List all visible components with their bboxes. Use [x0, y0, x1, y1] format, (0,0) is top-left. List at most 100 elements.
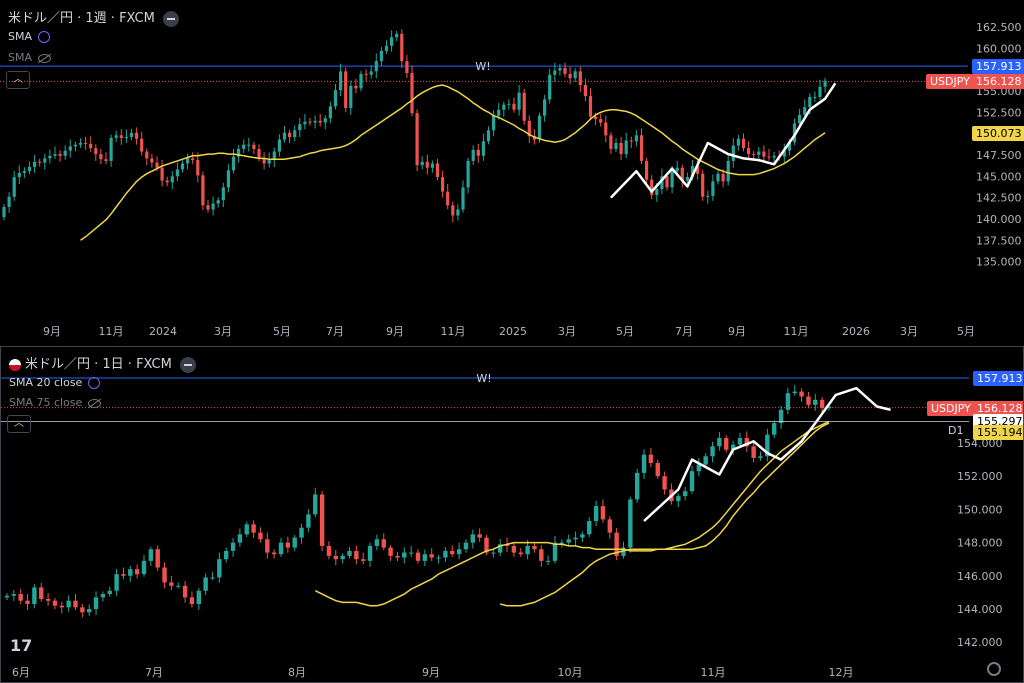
candle-body — [395, 555, 400, 558]
candle-body — [38, 161, 42, 163]
y-axis-tick-label: 146.000 — [957, 570, 1003, 583]
candle-body — [237, 534, 243, 543]
chart-settings-icon[interactable] — [987, 662, 1001, 676]
candle-body — [114, 574, 119, 591]
settings-icon[interactable] — [88, 377, 101, 389]
candle-body — [347, 550, 352, 556]
candle-body — [731, 145, 735, 161]
candle-body — [390, 37, 394, 46]
candle-body — [525, 545, 530, 555]
weekly-chart-canvas[interactable]: 162.500160.000157.500155.000152.500150.0… — [0, 0, 1024, 345]
y-axis-tick-label: 148.000 — [957, 537, 1003, 550]
weekly-chart-legend: 米ドル／円 · 1週 · FXCM — [8, 7, 179, 27]
candle-body — [568, 73, 572, 79]
candle-body — [176, 585, 181, 587]
candle-body — [425, 161, 429, 168]
candle-body — [135, 132, 139, 139]
candle-body — [446, 191, 450, 206]
collapse-legend-icon[interactable] — [179, 356, 196, 373]
candle-body — [823, 80, 827, 87]
weekly-chart-pane[interactable]: 162.500160.000157.500155.000152.500150.0… — [0, 0, 1024, 345]
daily-chart-canvas[interactable]: 154.000 152.000 150.000 148.000 146.000 144.0… — [1, 347, 1024, 683]
candle-body — [299, 527, 304, 538]
candle-body — [58, 154, 62, 156]
candle-body — [518, 552, 523, 555]
settings-icon[interactable] — [38, 31, 50, 43]
candle-body — [470, 534, 475, 543]
daily-chart-pane[interactable]: 154.000 152.000 150.000 148.000 146.000 144.0… — [0, 346, 1024, 683]
candle-body — [94, 148, 98, 155]
candle-body — [354, 85, 358, 89]
collapse-indicators-button[interactable]: ︿ — [7, 415, 31, 433]
indicator-sma75[interactable]: SMA 75 close — [9, 396, 102, 409]
candle-body — [548, 74, 552, 100]
candle-body — [379, 50, 383, 62]
candle-body — [155, 162, 159, 168]
y-axis-tick-label: 152.000 — [957, 470, 1003, 483]
zigzag-drawing — [643, 386, 891, 522]
candle-body — [730, 444, 736, 450]
candle-body — [405, 61, 409, 74]
candle-body — [128, 569, 133, 576]
indicator-sma75-label: SMA 75 close — [9, 396, 83, 409]
indicator-sma20[interactable]: SMA 20 close — [9, 376, 101, 389]
candle-body — [639, 135, 644, 161]
sma-value-tag: 150.073 — [972, 126, 1024, 141]
candle-body — [303, 121, 307, 125]
candle-body — [68, 146, 72, 151]
candle-body — [285, 542, 291, 548]
candle-body — [326, 545, 332, 556]
candle-body — [767, 156, 771, 158]
candle-body — [162, 567, 167, 583]
collapse-indicators-button[interactable]: ︿ — [6, 71, 30, 89]
x-axis-tick-label: 3月 — [558, 325, 576, 338]
candle-body — [400, 33, 404, 62]
x-axis-tick-label: 5月 — [616, 325, 634, 338]
y-axis-tick-label: 137.500 — [976, 234, 1022, 247]
candle-body — [306, 514, 311, 528]
candle-body — [237, 148, 241, 157]
candle-body — [762, 151, 766, 157]
y-axis-tick-label: 142.500 — [976, 192, 1022, 205]
candle-body — [374, 539, 380, 546]
candle-body — [89, 143, 93, 149]
candle-body — [436, 557, 441, 559]
candle-body — [262, 158, 266, 164]
candle-body — [726, 160, 730, 182]
candle-body — [80, 607, 85, 613]
candle-body — [696, 166, 700, 174]
candle-body — [641, 454, 647, 473]
collapse-legend-icon[interactable] — [162, 10, 179, 27]
indicator-sma-1-label: SMA — [8, 30, 32, 43]
candle-body — [121, 574, 126, 576]
candle-body — [599, 119, 603, 123]
candle-body — [645, 160, 649, 180]
candle-body — [12, 177, 16, 197]
candle-body — [145, 151, 149, 159]
indicator-sma-1[interactable]: SMA — [8, 30, 50, 43]
candle-body — [201, 175, 205, 206]
candle-body — [682, 491, 688, 497]
candle-body — [298, 124, 302, 131]
candle-body — [741, 138, 746, 149]
hidden-eye-icon[interactable] — [38, 53, 51, 63]
candle-body — [765, 434, 770, 457]
candle-body — [609, 135, 613, 149]
candle-body — [456, 209, 460, 216]
candle-body — [736, 138, 740, 146]
candle-body — [566, 539, 571, 543]
indicator-sma-2[interactable]: SMA — [8, 51, 51, 64]
candle-body — [210, 577, 215, 579]
candle-body — [134, 569, 140, 575]
candle-body — [388, 547, 393, 556]
candle-body — [772, 423, 777, 435]
candle-body — [25, 600, 30, 605]
candle-body — [744, 438, 749, 447]
candle-body — [621, 547, 626, 556]
candle-body — [429, 554, 434, 558]
hidden-eye-icon[interactable] — [88, 398, 102, 408]
sma75-value-tag: 155.194 — [973, 425, 1023, 441]
candle-body — [502, 104, 506, 110]
indicator-sma-2-label: SMA — [8, 51, 32, 64]
x-axis-tick-label: 5月 — [957, 325, 975, 338]
